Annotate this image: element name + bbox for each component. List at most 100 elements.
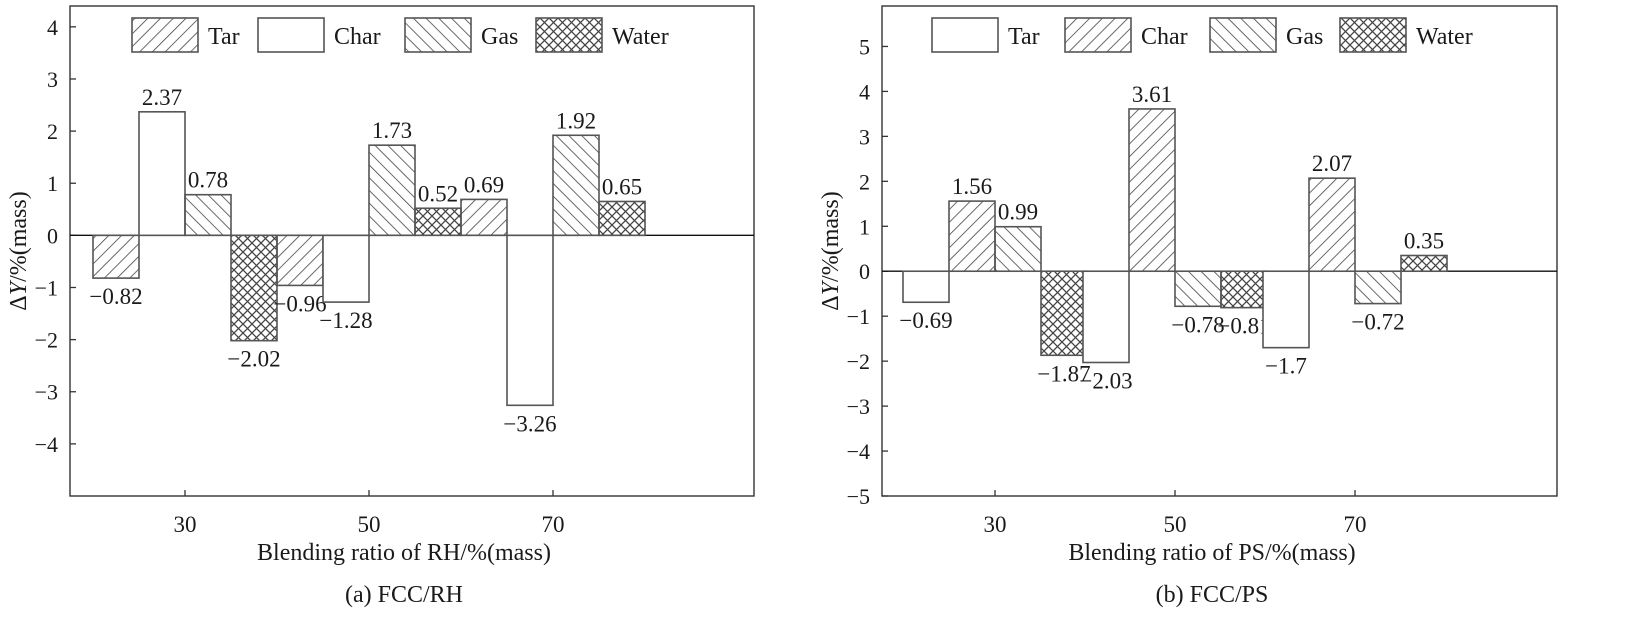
data-label: −0.96: [273, 291, 326, 316]
y-tick-label: 5: [859, 34, 870, 59]
data-label: 0.52: [418, 181, 458, 206]
data-label: −2.03: [1079, 368, 1132, 393]
data-label: −2.02: [227, 347, 280, 372]
legend-label-tar: Tar: [1008, 24, 1040, 50]
y-tick-label: 3: [47, 67, 58, 92]
bar-char: [138, 111, 186, 237]
bar-gas: [994, 225, 1042, 273]
data-label: 1.92: [556, 108, 596, 133]
x-tick-label: 30: [984, 512, 1007, 537]
bar-gas: [552, 134, 600, 237]
legend-swatch-gas: [1209, 17, 1277, 53]
bar-water: [598, 200, 646, 237]
bar-char: [1128, 108, 1176, 273]
y-tick-label: 0: [859, 259, 870, 284]
y-tick-label: 0: [47, 223, 58, 248]
data-label: 0.69: [464, 172, 504, 197]
y-tick-label: 4: [47, 15, 58, 40]
y-tick-label: 2: [859, 169, 870, 194]
legend-label-water: Water: [1416, 24, 1473, 50]
y-tick-label: −2: [35, 328, 58, 353]
legend-swatch-tar: [131, 17, 199, 53]
data-label: 0.35: [1404, 228, 1444, 253]
bar-tar: [1262, 270, 1310, 349]
legend-swatch-char: [1064, 17, 1132, 53]
y-tick-label: −4: [847, 439, 870, 464]
data-label: 0.99: [998, 200, 1038, 225]
bar-gas: [1174, 270, 1222, 308]
bar-tar: [1082, 270, 1130, 364]
bar-gas: [184, 193, 232, 237]
bar-water: [1040, 270, 1088, 357]
legend-label-gas: Gas: [481, 24, 518, 50]
data-label: 2.07: [1312, 151, 1352, 176]
data-label: −1.87: [1037, 361, 1090, 386]
figure-caption: (a) FCC/RH: [345, 582, 463, 608]
plot-frame: [881, 5, 1558, 497]
y-tick-label: −1: [847, 304, 870, 329]
legend-swatch-water: [535, 17, 603, 53]
bar-gas: [1354, 270, 1402, 305]
x-tick-label: 50: [358, 512, 381, 537]
y-tick-label: 1: [47, 171, 58, 196]
data-label: 0.65: [602, 174, 642, 199]
bar-water: [414, 207, 462, 237]
legend: Tar Char Gas Water: [131, 17, 669, 53]
y-tick-label: 4: [859, 79, 870, 104]
data-label: −0.69: [899, 308, 952, 333]
data-label: −0.81: [1217, 314, 1270, 339]
y-tick-label: −3: [35, 380, 58, 405]
data-label: 1.73: [372, 118, 412, 143]
data-label: −0.72: [1351, 310, 1404, 335]
bar-tar: [276, 234, 324, 287]
y-tick-label: 1: [859, 214, 870, 239]
bar-water: [1220, 270, 1268, 309]
data-label: 1.56: [952, 174, 992, 199]
chart-panel-b: −5 −4 −3 −2 −1 0 1 2 3 4 5 30 −0.69 1.560.99 −1.87 50 −2…: [818, 5, 1558, 608]
legend-label-char: Char: [334, 24, 381, 50]
legend-swatch-water: [1339, 17, 1407, 53]
legend-swatch-gas: [404, 17, 472, 53]
y-tick-label: −1: [35, 275, 58, 300]
bar-char: [322, 234, 370, 303]
bar-tar: [460, 198, 508, 237]
legend-swatch-tar: [931, 17, 999, 53]
plot-frame: [69, 5, 755, 497]
bar-gas: [368, 144, 416, 237]
x-axis-label: Blending ratio of PS/%(mass): [1068, 540, 1355, 566]
chart-panel-a: −4 −3 −2 −1 0 1 2 3 4 30 −0.82 2.37 0.78 −2.02 50 −0.96…: [6, 5, 755, 608]
legend-label-tar: Tar: [208, 24, 240, 50]
legend: Tar Char Gas Water: [931, 17, 1473, 53]
figure-caption: (b) FCC/PS: [1156, 582, 1269, 608]
data-label: −0.82: [89, 284, 142, 309]
y-tick-label: −2: [847, 349, 870, 374]
y-tick-label: −5: [847, 484, 870, 509]
bar-water: [230, 234, 278, 342]
bar-tar: [902, 270, 950, 304]
legend-swatch-char: [257, 17, 325, 53]
data-label: 2.37: [142, 85, 182, 110]
y-tick-label: −4: [35, 432, 58, 457]
x-tick-label: 50: [1164, 512, 1187, 537]
legend-label-gas: Gas: [1286, 24, 1323, 50]
y-tick-label: 2: [47, 119, 58, 144]
x-axis-label: Blending ratio of RH/%(mass): [257, 540, 551, 566]
legend-label-water: Water: [612, 24, 669, 50]
data-label: −0.78: [1171, 312, 1224, 337]
bar-char: [948, 200, 996, 273]
data-label: −1.28: [319, 308, 372, 333]
y-axis-label: ΔY/%(mass): [6, 191, 32, 310]
data-label: 0.78: [188, 168, 228, 193]
bar-char: [1308, 177, 1356, 273]
bar-tar: [92, 234, 140, 279]
x-tick-label: 70: [542, 512, 565, 537]
bar-water: [1400, 254, 1448, 273]
data-label: 3.61: [1132, 82, 1172, 107]
y-axis-label: ΔY/%(mass): [818, 191, 844, 310]
x-tick-label: 30: [174, 512, 197, 537]
y-tick-label: 3: [859, 124, 870, 149]
y-tick-label: −3: [847, 394, 870, 419]
x-tick-label: 70: [1344, 512, 1367, 537]
data-label: −3.26: [503, 411, 556, 436]
